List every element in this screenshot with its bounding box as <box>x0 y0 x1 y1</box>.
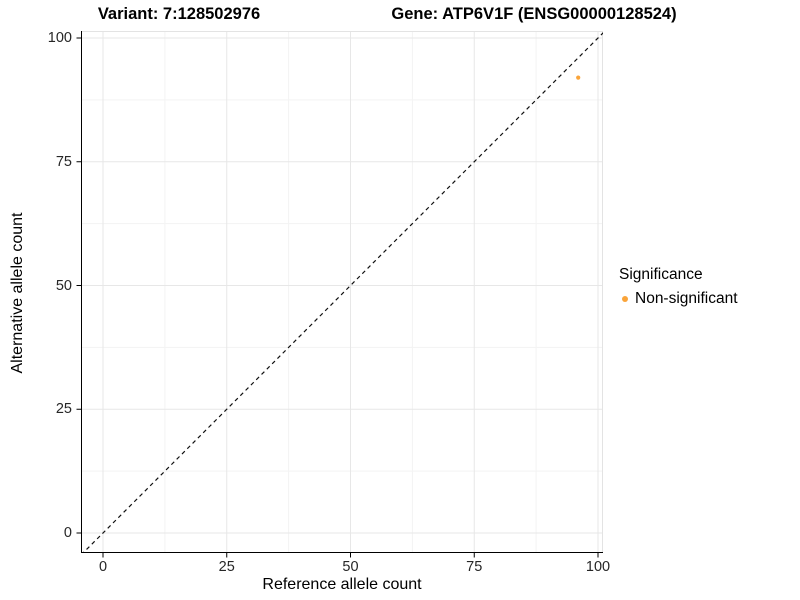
identity-dashed-line <box>82 32 603 553</box>
y-tick-label: 0 <box>63 525 72 541</box>
x-tick-label: 25 <box>218 559 235 575</box>
legend: Significance Non-significant <box>619 266 738 308</box>
legend-title: Significance <box>619 266 703 283</box>
x-tick-label: 75 <box>466 559 483 575</box>
y-tick-label: 75 <box>55 153 72 170</box>
y-tick-label: 50 <box>55 277 72 294</box>
gene-title: Gene: ATP6V1F (ENSG00000128524) <box>391 5 677 23</box>
variant-title: Variant: 7:128502976 <box>97 5 261 23</box>
y-axis-title: Alternative allele count <box>9 212 26 374</box>
y-tick-label: 100 <box>47 30 72 46</box>
legend-item-label: Non-significant <box>635 290 738 307</box>
legend-point-icon <box>622 296 628 302</box>
data-points <box>576 75 581 80</box>
plot-panel <box>76 31 603 558</box>
minor-gridlines <box>81 31 603 553</box>
x-tick-label: 0 <box>98 559 108 575</box>
legend-item-non-significant: Non-significant <box>619 290 738 308</box>
panel-border <box>81 31 603 553</box>
major-gridlines <box>81 31 603 553</box>
axis-tick-marks <box>76 37 599 558</box>
x-axis-title: Reference allele count <box>262 576 422 593</box>
x-tick-label: 100 <box>585 559 611 575</box>
axis-lines <box>81 31 603 553</box>
scatter-point <box>576 75 581 80</box>
x-tick-label: 50 <box>342 559 359 575</box>
y-tick-label: 25 <box>55 401 72 418</box>
